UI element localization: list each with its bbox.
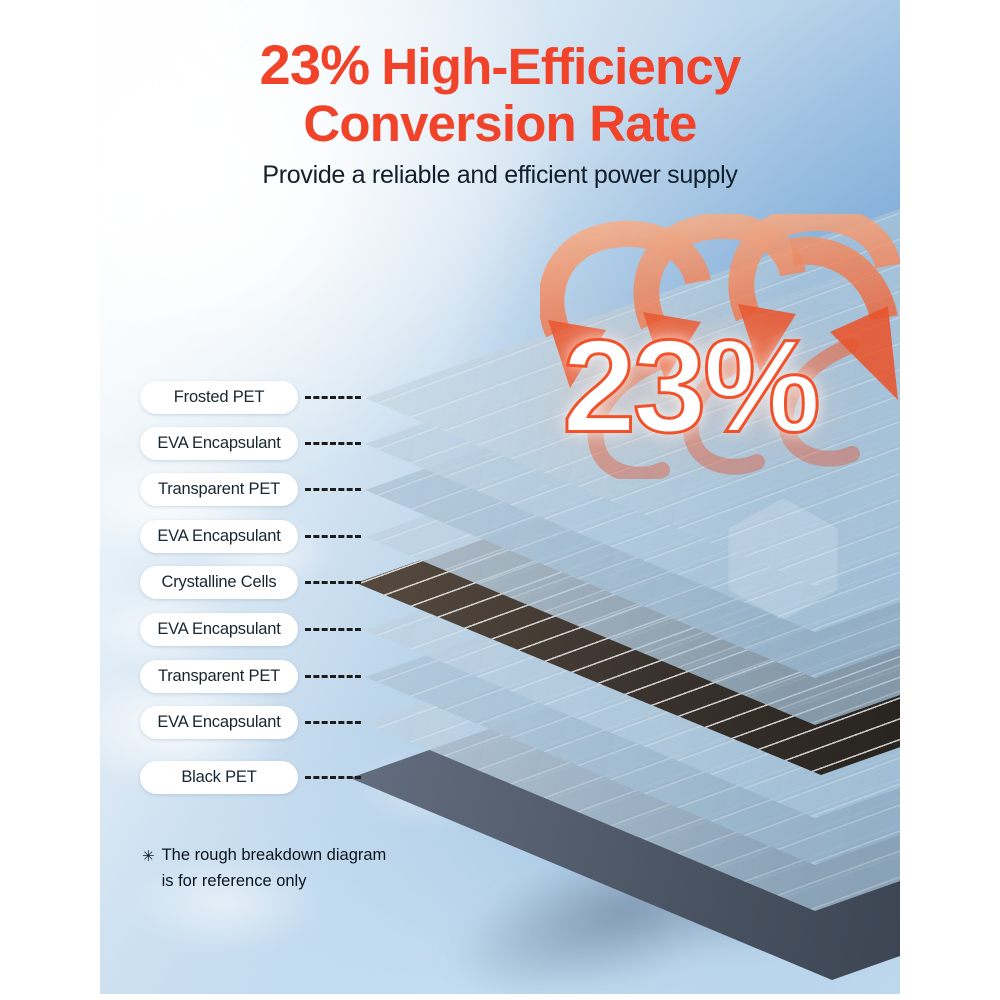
layer-label-eva-encapsulant-8: EVA Encapsulant <box>140 706 361 739</box>
label-pill: Transparent PET <box>140 660 298 693</box>
label-pill: Crystalline Cells <box>140 566 298 599</box>
label-pill: EVA Encapsulant <box>140 613 298 646</box>
swirl-arrow-arc <box>789 236 898 322</box>
layer-label-crystalline-cells-5: Crystalline Cells <box>140 566 361 599</box>
cloud <box>125 850 325 955</box>
sky-stage: 23% 23% High-Efficiency Conversion Rate P… <box>100 0 900 994</box>
layer-label-black-pet-9: Black PET <box>140 761 361 794</box>
subtitle: Provide a reliable and efficient power s… <box>262 160 738 189</box>
layer-label-transparent-pet-7: Transparent PET <box>140 660 361 693</box>
asterisk-marker: ✳ <box>142 848 155 865</box>
label-pill-text: EVA Encapsulant <box>157 434 281 452</box>
label-pill-text: EVA Encapsulant <box>157 620 281 638</box>
label-pill: EVA Encapsulant <box>140 706 298 739</box>
dash-connector <box>305 535 361 538</box>
label-pill-text: EVA Encapsulant <box>157 527 281 545</box>
label-pill-text: EVA Encapsulant <box>157 713 281 731</box>
title-line2: Conversion Rate <box>303 94 697 152</box>
dash-connector <box>305 675 361 678</box>
dash-connector <box>305 721 361 724</box>
title-line1: 23% High-Efficiency <box>100 34 900 96</box>
dash-connector <box>305 442 361 445</box>
layer-label-eva-encapsulant-2: EVA Encapsulant <box>140 427 361 460</box>
layer-label-frosted-pet-1: Frosted PET <box>140 381 361 414</box>
label-pill: EVA Encapsulant <box>140 427 298 460</box>
swirl-arrows-graphic <box>540 214 900 479</box>
footnote-line1: The rough breakdown diagram <box>161 846 387 864</box>
swirl-arrowhead-icon <box>830 306 898 400</box>
dash-connector <box>305 488 361 491</box>
dash-connector <box>305 396 361 399</box>
label-pill: EVA Encapsulant <box>140 520 298 553</box>
title-percent: 23% <box>259 33 370 96</box>
panel-layer-stack <box>100 0 900 994</box>
label-pill-text: Transparent PET <box>157 480 281 498</box>
label-pill-text: Frosted PET <box>173 388 265 406</box>
footnote: ✳ The rough breakdown diagram is for ref… <box>142 843 386 894</box>
label-pill: Black PET <box>140 761 298 794</box>
efficiency-value-overlay: 23% <box>561 311 822 461</box>
dash-connector <box>305 581 361 584</box>
header: 23% High-Efficiency Conversion Rate Provi… <box>100 34 900 190</box>
layer-label-eva-encapsulant-4: EVA Encapsulant <box>140 520 361 553</box>
dash-connector <box>305 628 361 631</box>
dash-connector <box>305 776 361 779</box>
footnote-line2: is for reference only <box>161 871 307 890</box>
layer-labels: Frosted PET EVA Encapsulant Transparent … <box>100 0 900 994</box>
layer-label-eva-encapsulant-6: EVA Encapsulant <box>140 613 361 646</box>
label-pill-text: Transparent PET <box>157 667 281 685</box>
label-pill-text: Black PET <box>181 768 257 786</box>
label-pill: Transparent PET <box>140 473 298 506</box>
footnote-text: The rough breakdown diagram is for refer… <box>162 843 387 894</box>
label-pill-text: Crystalline Cells <box>161 573 277 591</box>
layer-label-transparent-pet-3: Transparent PET <box>140 473 361 506</box>
label-pill: Frosted PET <box>140 381 298 414</box>
page-title: 23% High-Efficiency Conversion Rate <box>100 34 900 152</box>
title-rest: High-Efficiency <box>381 38 741 95</box>
